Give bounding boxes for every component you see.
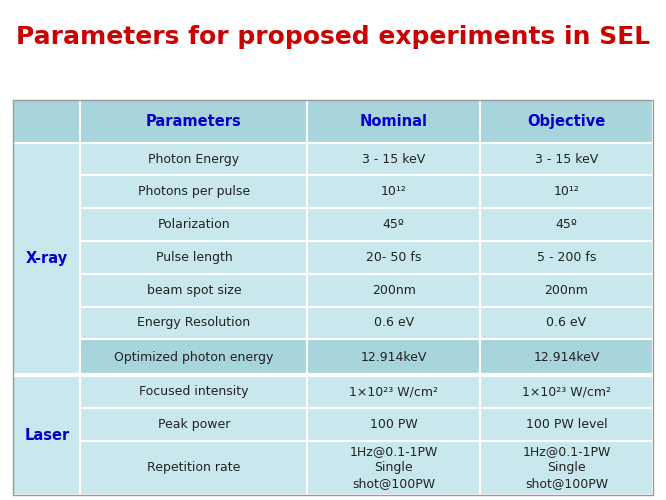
Polygon shape xyxy=(81,208,308,241)
Polygon shape xyxy=(308,376,480,408)
Polygon shape xyxy=(480,408,653,441)
Polygon shape xyxy=(81,408,308,441)
Text: Objective: Objective xyxy=(527,114,605,129)
Text: 1Hz@0.1-1PW
Single
shot@100PW: 1Hz@0.1-1PW Single shot@100PW xyxy=(350,446,438,490)
Text: Repetition rate: Repetition rate xyxy=(147,462,240,474)
Text: 100 PW: 100 PW xyxy=(370,418,418,431)
Polygon shape xyxy=(81,142,308,176)
Text: 10¹²: 10¹² xyxy=(381,186,407,198)
Polygon shape xyxy=(308,274,480,306)
Polygon shape xyxy=(81,176,308,208)
Polygon shape xyxy=(308,208,480,241)
Polygon shape xyxy=(308,241,480,274)
Polygon shape xyxy=(480,176,653,208)
Text: Photon Energy: Photon Energy xyxy=(149,152,240,166)
Text: 1×10²³ W/cm²: 1×10²³ W/cm² xyxy=(349,385,438,398)
Text: 45º: 45º xyxy=(383,218,405,231)
Text: X-ray: X-ray xyxy=(26,252,68,266)
Polygon shape xyxy=(81,100,308,142)
Text: Pulse length: Pulse length xyxy=(156,251,232,264)
Text: 1Hz@0.1-1PW
Single
shot@100PW: 1Hz@0.1-1PW Single shot@100PW xyxy=(522,446,611,490)
Text: 45º: 45º xyxy=(555,218,577,231)
Polygon shape xyxy=(480,241,653,274)
Polygon shape xyxy=(480,274,653,306)
Text: 0.6 eV: 0.6 eV xyxy=(546,316,587,330)
Polygon shape xyxy=(480,142,653,176)
Polygon shape xyxy=(308,441,480,495)
Text: Nominal: Nominal xyxy=(360,114,428,129)
Text: Peak power: Peak power xyxy=(158,418,230,431)
Polygon shape xyxy=(480,376,653,408)
Text: beam spot size: beam spot size xyxy=(147,284,241,296)
Text: 5 - 200 fs: 5 - 200 fs xyxy=(537,251,596,264)
Polygon shape xyxy=(81,241,308,274)
Text: Energy Resolution: Energy Resolution xyxy=(137,316,250,330)
Polygon shape xyxy=(81,340,308,376)
Text: Parameters for proposed experiments in SEL: Parameters for proposed experiments in S… xyxy=(16,25,650,49)
Text: Parameters: Parameters xyxy=(146,114,242,129)
Text: 3 - 15 keV: 3 - 15 keV xyxy=(535,152,598,166)
Polygon shape xyxy=(308,100,480,142)
Polygon shape xyxy=(13,142,81,376)
Polygon shape xyxy=(480,208,653,241)
Polygon shape xyxy=(308,142,480,176)
Text: 0.6 eV: 0.6 eV xyxy=(374,316,414,330)
Polygon shape xyxy=(81,441,308,495)
Text: 200nm: 200nm xyxy=(544,284,588,296)
Text: 20- 50 fs: 20- 50 fs xyxy=(366,251,422,264)
Polygon shape xyxy=(480,340,653,376)
Polygon shape xyxy=(308,340,480,376)
Polygon shape xyxy=(81,376,308,408)
Text: 200nm: 200nm xyxy=(372,284,416,296)
Text: 1×10²³ W/cm²: 1×10²³ W/cm² xyxy=(522,385,611,398)
Text: Focused intensity: Focused intensity xyxy=(139,385,248,398)
Text: 3 - 15 keV: 3 - 15 keV xyxy=(362,152,426,166)
Text: Laser: Laser xyxy=(24,428,69,442)
Text: 12.914keV: 12.914keV xyxy=(360,351,427,364)
Polygon shape xyxy=(81,274,308,306)
Polygon shape xyxy=(480,306,653,340)
Text: Optimized photon energy: Optimized photon energy xyxy=(115,351,274,364)
Text: Photons per pulse: Photons per pulse xyxy=(138,186,250,198)
Polygon shape xyxy=(13,100,81,142)
Polygon shape xyxy=(13,376,81,495)
Text: 12.914keV: 12.914keV xyxy=(533,351,599,364)
Polygon shape xyxy=(480,441,653,495)
Polygon shape xyxy=(308,176,480,208)
Polygon shape xyxy=(308,408,480,441)
Text: Polarization: Polarization xyxy=(158,218,230,231)
Polygon shape xyxy=(308,306,480,340)
Polygon shape xyxy=(480,100,653,142)
Text: 100 PW level: 100 PW level xyxy=(525,418,607,431)
Polygon shape xyxy=(81,306,308,340)
Text: 10¹²: 10¹² xyxy=(553,186,579,198)
